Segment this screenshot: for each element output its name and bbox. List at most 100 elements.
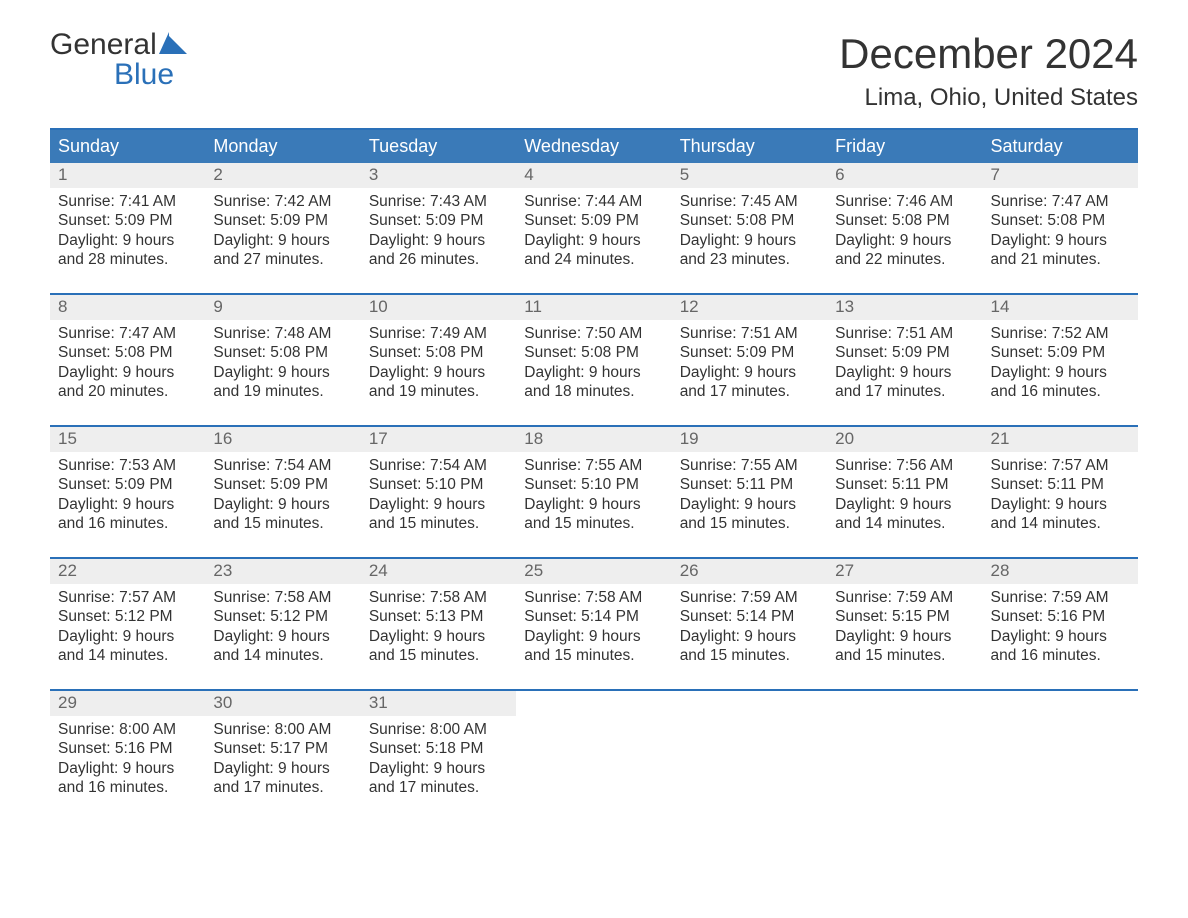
day-sunset: Sunset: 5:08 PM bbox=[58, 343, 197, 362]
day-cell: 2Sunrise: 7:42 AMSunset: 5:09 PMDaylight… bbox=[205, 163, 360, 293]
day-cell: 26Sunrise: 7:59 AMSunset: 5:14 PMDayligh… bbox=[672, 559, 827, 689]
day-sunset: Sunset: 5:08 PM bbox=[524, 343, 663, 362]
day-number bbox=[983, 691, 1138, 696]
day-cell: 12Sunrise: 7:51 AMSunset: 5:09 PMDayligh… bbox=[672, 295, 827, 425]
day-dl1: Daylight: 9 hours bbox=[369, 363, 508, 382]
day-label: Tuesday bbox=[361, 130, 516, 163]
day-label: Wednesday bbox=[516, 130, 671, 163]
day-sunrise: Sunrise: 7:54 AM bbox=[369, 456, 508, 475]
logo-text-top: General bbox=[50, 30, 157, 60]
day-sunrise: Sunrise: 7:43 AM bbox=[369, 192, 508, 211]
day-number: 11 bbox=[516, 295, 671, 320]
day-body: Sunrise: 7:45 AMSunset: 5:08 PMDaylight:… bbox=[672, 188, 827, 278]
day-body: Sunrise: 7:58 AMSunset: 5:14 PMDaylight:… bbox=[516, 584, 671, 674]
day-dl2: and 15 minutes. bbox=[680, 646, 819, 665]
day-cell: 24Sunrise: 7:58 AMSunset: 5:13 PMDayligh… bbox=[361, 559, 516, 689]
day-number bbox=[827, 691, 982, 696]
day-sunset: Sunset: 5:09 PM bbox=[58, 475, 197, 494]
day-cell: 11Sunrise: 7:50 AMSunset: 5:08 PMDayligh… bbox=[516, 295, 671, 425]
day-sunset: Sunset: 5:11 PM bbox=[835, 475, 974, 494]
day-body: Sunrise: 7:55 AMSunset: 5:10 PMDaylight:… bbox=[516, 452, 671, 542]
day-cell bbox=[672, 691, 827, 821]
day-dl2: and 27 minutes. bbox=[213, 250, 352, 269]
day-cell: 1Sunrise: 7:41 AMSunset: 5:09 PMDaylight… bbox=[50, 163, 205, 293]
day-dl1: Daylight: 9 hours bbox=[369, 495, 508, 514]
day-sunrise: Sunrise: 7:47 AM bbox=[58, 324, 197, 343]
day-sunset: Sunset: 5:13 PM bbox=[369, 607, 508, 626]
day-dl2: and 15 minutes. bbox=[524, 514, 663, 533]
day-sunrise: Sunrise: 7:51 AM bbox=[835, 324, 974, 343]
day-body: Sunrise: 8:00 AMSunset: 5:16 PMDaylight:… bbox=[50, 716, 205, 806]
day-number bbox=[516, 691, 671, 696]
day-cell: 4Sunrise: 7:44 AMSunset: 5:09 PMDaylight… bbox=[516, 163, 671, 293]
day-dl1: Daylight: 9 hours bbox=[58, 627, 197, 646]
day-dl2: and 19 minutes. bbox=[369, 382, 508, 401]
day-sunrise: Sunrise: 8:00 AM bbox=[369, 720, 508, 739]
day-sunrise: Sunrise: 7:59 AM bbox=[680, 588, 819, 607]
day-number: 28 bbox=[983, 559, 1138, 584]
day-number: 16 bbox=[205, 427, 360, 452]
day-dl2: and 24 minutes. bbox=[524, 250, 663, 269]
day-sunrise: Sunrise: 7:55 AM bbox=[524, 456, 663, 475]
week-row: 29Sunrise: 8:00 AMSunset: 5:16 PMDayligh… bbox=[50, 689, 1138, 821]
day-sunrise: Sunrise: 8:00 AM bbox=[213, 720, 352, 739]
day-sunset: Sunset: 5:08 PM bbox=[369, 343, 508, 362]
day-dl2: and 14 minutes. bbox=[58, 646, 197, 665]
day-dl2: and 15 minutes. bbox=[835, 646, 974, 665]
day-dl2: and 22 minutes. bbox=[835, 250, 974, 269]
day-sunset: Sunset: 5:08 PM bbox=[213, 343, 352, 362]
day-number: 8 bbox=[50, 295, 205, 320]
day-sunrise: Sunrise: 7:44 AM bbox=[524, 192, 663, 211]
day-cell: 15Sunrise: 7:53 AMSunset: 5:09 PMDayligh… bbox=[50, 427, 205, 557]
day-dl2: and 15 minutes. bbox=[524, 646, 663, 665]
day-sunrise: Sunrise: 7:47 AM bbox=[991, 192, 1130, 211]
day-cell: 29Sunrise: 8:00 AMSunset: 5:16 PMDayligh… bbox=[50, 691, 205, 821]
day-dl1: Daylight: 9 hours bbox=[991, 363, 1130, 382]
day-body: Sunrise: 7:59 AMSunset: 5:16 PMDaylight:… bbox=[983, 584, 1138, 674]
day-body: Sunrise: 7:47 AMSunset: 5:08 PMDaylight:… bbox=[983, 188, 1138, 278]
day-sunrise: Sunrise: 8:00 AM bbox=[58, 720, 197, 739]
day-sunset: Sunset: 5:10 PM bbox=[369, 475, 508, 494]
day-dl2: and 26 minutes. bbox=[369, 250, 508, 269]
day-number: 25 bbox=[516, 559, 671, 584]
weeks-container: 1Sunrise: 7:41 AMSunset: 5:09 PMDaylight… bbox=[50, 163, 1138, 821]
day-sunrise: Sunrise: 7:45 AM bbox=[680, 192, 819, 211]
day-dl1: Daylight: 9 hours bbox=[991, 627, 1130, 646]
day-dl1: Daylight: 9 hours bbox=[213, 231, 352, 250]
logo: General Blue bbox=[50, 30, 187, 90]
day-body: Sunrise: 7:57 AMSunset: 5:12 PMDaylight:… bbox=[50, 584, 205, 674]
day-cell: 31Sunrise: 8:00 AMSunset: 5:18 PMDayligh… bbox=[361, 691, 516, 821]
day-dl2: and 17 minutes. bbox=[213, 778, 352, 797]
day-cell: 23Sunrise: 7:58 AMSunset: 5:12 PMDayligh… bbox=[205, 559, 360, 689]
day-number: 6 bbox=[827, 163, 982, 188]
day-dl1: Daylight: 9 hours bbox=[524, 231, 663, 250]
day-dl1: Daylight: 9 hours bbox=[991, 495, 1130, 514]
day-number: 9 bbox=[205, 295, 360, 320]
day-sunset: Sunset: 5:10 PM bbox=[524, 475, 663, 494]
day-dl2: and 14 minutes. bbox=[213, 646, 352, 665]
day-sunset: Sunset: 5:14 PM bbox=[680, 607, 819, 626]
day-dl1: Daylight: 9 hours bbox=[58, 495, 197, 514]
day-cell: 10Sunrise: 7:49 AMSunset: 5:08 PMDayligh… bbox=[361, 295, 516, 425]
day-dl1: Daylight: 9 hours bbox=[524, 627, 663, 646]
day-dl1: Daylight: 9 hours bbox=[213, 759, 352, 778]
day-body: Sunrise: 7:50 AMSunset: 5:08 PMDaylight:… bbox=[516, 320, 671, 410]
logo-top-row: General bbox=[50, 30, 187, 60]
day-dl1: Daylight: 9 hours bbox=[58, 231, 197, 250]
day-cell: 13Sunrise: 7:51 AMSunset: 5:09 PMDayligh… bbox=[827, 295, 982, 425]
day-dl1: Daylight: 9 hours bbox=[835, 495, 974, 514]
day-sunset: Sunset: 5:15 PM bbox=[835, 607, 974, 626]
day-dl1: Daylight: 9 hours bbox=[835, 363, 974, 382]
day-number: 5 bbox=[672, 163, 827, 188]
day-dl1: Daylight: 9 hours bbox=[58, 363, 197, 382]
day-sunset: Sunset: 5:16 PM bbox=[58, 739, 197, 758]
day-cell: 19Sunrise: 7:55 AMSunset: 5:11 PMDayligh… bbox=[672, 427, 827, 557]
day-sunrise: Sunrise: 7:50 AM bbox=[524, 324, 663, 343]
day-dl1: Daylight: 9 hours bbox=[991, 231, 1130, 250]
day-sunset: Sunset: 5:14 PM bbox=[524, 607, 663, 626]
day-body: Sunrise: 7:46 AMSunset: 5:08 PMDaylight:… bbox=[827, 188, 982, 278]
day-number: 1 bbox=[50, 163, 205, 188]
day-body: Sunrise: 7:54 AMSunset: 5:10 PMDaylight:… bbox=[361, 452, 516, 542]
day-dl2: and 15 minutes. bbox=[369, 514, 508, 533]
day-dl2: and 16 minutes. bbox=[58, 778, 197, 797]
